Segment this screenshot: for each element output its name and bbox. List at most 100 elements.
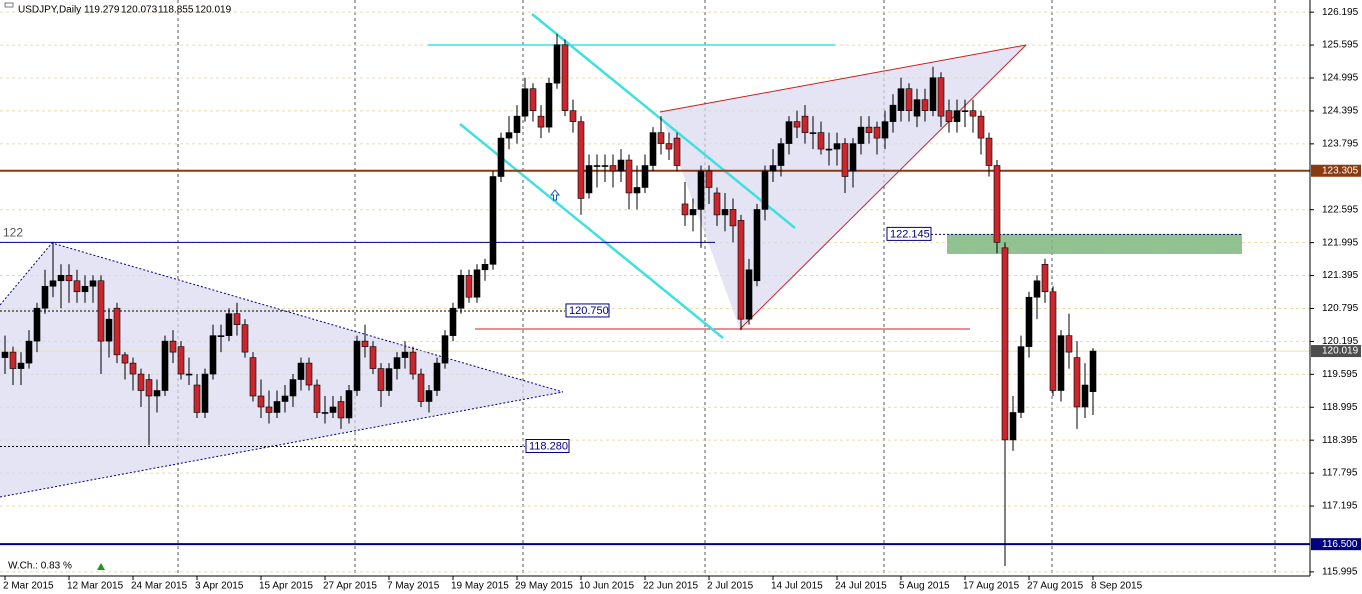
- candle-body: [473, 269, 481, 298]
- candle-body: [217, 335, 225, 337]
- levels-layer: 122 122.145 120.750 118.280: [0, 169, 1310, 546]
- candle-body: [81, 285, 89, 293]
- candle-body: [665, 143, 673, 150]
- x-tick-label: 22 Jun 2015: [643, 581, 698, 592]
- candle-body: [617, 159, 625, 172]
- demand-zone: [947, 234, 1242, 254]
- candle-body: [257, 395, 265, 408]
- candle-body: [169, 340, 177, 353]
- candle-body: [193, 384, 201, 413]
- wedge-lower-edge: [739, 44, 1027, 330]
- candle-body: [137, 373, 145, 391]
- candle-body: [825, 148, 833, 151]
- candle-body: [545, 82, 553, 128]
- header-high: 120.073: [121, 5, 158, 16]
- triangle-upper-edge: [0, 242, 564, 393]
- x-tick-label: 5 Aug 2015: [899, 581, 950, 592]
- x-tick-label: 7 May 2015: [387, 581, 440, 592]
- candle-body: [417, 373, 425, 402]
- candle-body: [537, 115, 545, 128]
- level-label: 122: [3, 226, 23, 240]
- candle-body: [209, 335, 217, 375]
- candle-body: [897, 88, 905, 111]
- candle-body: [9, 351, 17, 369]
- candle-body: [865, 126, 873, 133]
- x-tick-label: 3 Apr 2015: [195, 581, 244, 592]
- candle-body: [745, 269, 753, 320]
- candle-body: [961, 110, 969, 112]
- candle-body: [1089, 350, 1097, 392]
- chart-icon: [4, 2, 14, 8]
- candle-body: [113, 307, 121, 356]
- candle-body: [993, 165, 1001, 243]
- candle-body: [401, 351, 409, 358]
- y-tick-label: 117.795: [1322, 468, 1358, 479]
- level-box-label: 118.280: [529, 440, 568, 452]
- candle-body: [633, 187, 641, 194]
- candle-body: [761, 170, 769, 210]
- y-tick-label: 126.195: [1322, 7, 1359, 18]
- candle-body: [321, 412, 329, 414]
- x-tick-label: 27 Apr 2015: [323, 581, 377, 592]
- y-tick-label: 118.995: [1322, 402, 1358, 413]
- drawings: [0, 13, 1242, 498]
- candle-body: [17, 362, 25, 369]
- y-tick-label: 122.595: [1322, 204, 1359, 215]
- candle-body: [201, 373, 209, 413]
- candle-body: [913, 99, 921, 117]
- candle-body: [1081, 384, 1089, 408]
- x-tick-label: 14 Jul 2015: [771, 581, 823, 592]
- x-tick-label: 2 Mar 2015: [3, 581, 54, 592]
- candle-body: [273, 401, 281, 413]
- x-tick-label: 24 Mar 2015: [131, 581, 188, 592]
- y-tick-label: 124.395: [1322, 106, 1359, 117]
- candle-body: [1073, 357, 1081, 408]
- candle-body: [1001, 247, 1009, 441]
- header-symbol: USDJPY,Daily: [18, 5, 81, 16]
- wedge-upper-edge: [659, 44, 1027, 113]
- candle-body: [977, 115, 985, 139]
- candle-body: [497, 137, 505, 177]
- candle-body: [353, 340, 361, 391]
- candle-body: [73, 280, 81, 293]
- triangle-pattern: [0, 243, 563, 497]
- level-box: [525, 438, 570, 453]
- channel-upper: [531, 13, 796, 229]
- y-tick-label: 121.395: [1322, 270, 1359, 281]
- y-tick-label: 117.195: [1322, 501, 1358, 512]
- candle-body: [553, 44, 561, 84]
- candle-body: [697, 170, 705, 210]
- candle-body: [265, 406, 273, 413]
- candle-body: [657, 132, 665, 144]
- candle-body: [385, 368, 393, 391]
- candle-body: [89, 280, 97, 287]
- level-box-label: 122.145: [890, 228, 930, 240]
- candle-body: [649, 132, 657, 166]
- candle-body: [1065, 335, 1073, 353]
- candle-body: [753, 209, 761, 282]
- candle-body: [529, 88, 537, 111]
- candle-body: [937, 77, 945, 117]
- candle-body: [297, 362, 305, 380]
- candle-body: [793, 121, 801, 128]
- x-tick-label: 29 May 2015: [515, 581, 573, 592]
- candle-body: [721, 209, 729, 216]
- y-tick-label: 120.195: [1322, 336, 1359, 347]
- candle-body: [929, 77, 937, 111]
- candle-body: [713, 192, 721, 216]
- y-tick-label: 120.795: [1322, 303, 1359, 314]
- candle-body: [161, 340, 169, 391]
- weekly-change: W.Ch.: 0.83 %: [8, 561, 72, 572]
- level-box: [886, 226, 932, 241]
- candle-body: [505, 132, 513, 139]
- candle-body: [681, 203, 689, 216]
- candle-body: [393, 357, 401, 369]
- candle-body: [449, 307, 457, 336]
- candle-body: [329, 406, 337, 413]
- candle-body: [121, 354, 129, 364]
- candle-body: [289, 379, 297, 397]
- candle-body: [313, 384, 321, 413]
- candle-body: [185, 373, 193, 376]
- level-box: [565, 303, 610, 318]
